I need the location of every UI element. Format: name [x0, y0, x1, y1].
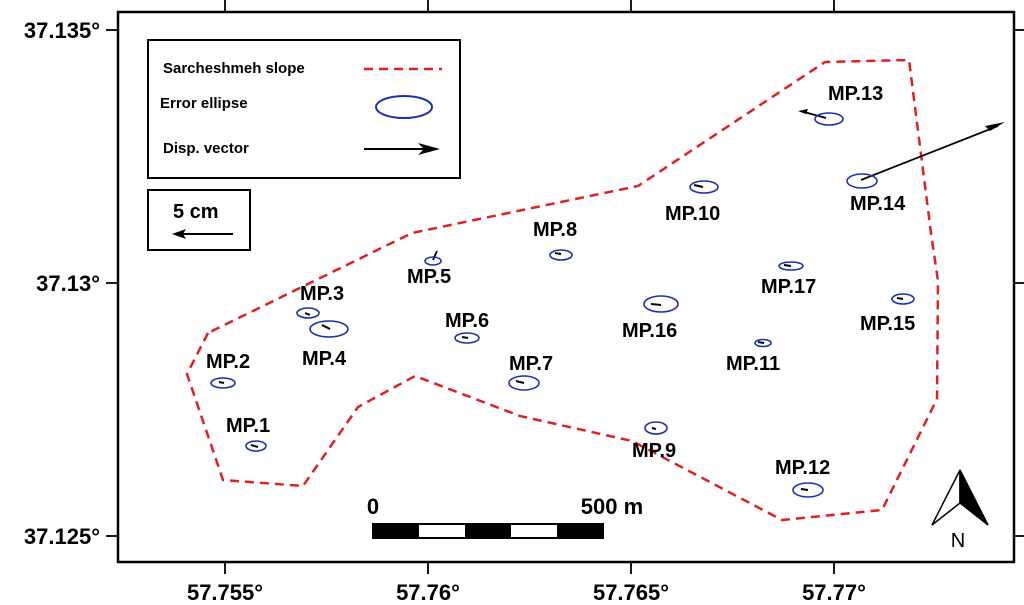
point-mp1	[245, 440, 267, 452]
point-mp6	[454, 332, 480, 344]
y-tick-label: 37.125°	[24, 524, 100, 549]
point-mp13	[814, 112, 844, 126]
displacement-vector-mp14	[860, 125, 999, 181]
point-mp9	[644, 421, 668, 435]
axis-ticks	[106, 0, 1024, 574]
displacement-vector-mp5	[432, 250, 438, 261]
y-tick-label: 37.13°	[36, 271, 100, 296]
point-labels: MP.1 MP.2 MP.3 MP.4 MP.5 MP.6 MP.7 MP.8 …	[206, 83, 915, 479]
point-label: MP.6	[445, 310, 489, 332]
vector-scale: 5 cm	[147, 189, 251, 251]
point-label: MP.2	[206, 351, 250, 373]
displacement-vector-mp13-arrowhead	[798, 109, 808, 114]
measurement-points	[210, 112, 915, 498]
vector-scale-arrowhead	[172, 229, 186, 239]
y-tick-label: 37.135°	[24, 18, 100, 43]
x-tick-label: 57.755°	[187, 580, 263, 605]
point-label: MP.4	[302, 348, 347, 370]
legend-vector-label: Disp. vector	[163, 140, 249, 157]
scale-bar: 0 500 m	[367, 494, 643, 539]
x-tick-label: 57.77°	[802, 580, 866, 605]
point-label: MP.14	[850, 193, 906, 215]
point-mp2	[210, 377, 236, 389]
point-mp10	[689, 180, 719, 194]
point-mp12	[792, 482, 824, 498]
scale-bar-start-label: 0	[367, 494, 379, 519]
point-label: MP.17	[761, 276, 816, 298]
point-label: MP.9	[632, 440, 676, 462]
point-mp5	[424, 256, 442, 266]
point-label: MP.5	[407, 266, 451, 288]
point-mp16	[643, 295, 679, 313]
displacement-vector-mp14-arrowhead	[985, 122, 1005, 131]
north-arrow-right	[959, 469, 989, 526]
point-mp8	[549, 249, 573, 261]
point-label: MP.3	[300, 283, 344, 305]
point-label: MP.15	[860, 313, 915, 335]
legend-ellipse-label: Error ellipse	[160, 95, 248, 112]
legend-slope-label: Sarcheshmeh slope	[163, 60, 305, 77]
point-label: MP.11	[726, 353, 780, 375]
point-label: MP.8	[533, 219, 577, 241]
point-label: MP.7	[509, 353, 553, 375]
x-tick-label: 57.76°	[396, 580, 460, 605]
north-arrow-label: N	[951, 530, 965, 552]
point-label: MP.16	[622, 320, 677, 342]
north-arrow: N	[931, 469, 989, 552]
point-label: MP.10	[665, 203, 720, 225]
legend-ellipse-swatch	[375, 95, 433, 119]
scale-bar-end-label: 500 m	[581, 494, 643, 519]
point-label: MP.1	[226, 415, 270, 437]
point-mp17	[778, 261, 804, 271]
point-mp7	[508, 375, 540, 391]
displacement-vector-mp13	[803, 111, 827, 119]
point-label: MP.13	[828, 83, 883, 105]
point-mp4	[309, 320, 349, 338]
x-tick-label: 57.765°	[593, 580, 669, 605]
slope-boundary	[185, 58, 940, 522]
point-mp11	[754, 338, 772, 348]
point-label: MP.12	[775, 457, 830, 479]
vector-scale-label: 5 cm	[173, 201, 219, 223]
legend: Sarcheshmeh slope Error ellipse Disp. ve…	[147, 39, 461, 179]
legend-vector-arrowhead	[418, 143, 440, 155]
point-mp3	[296, 307, 320, 319]
point-mp15	[891, 293, 915, 305]
displacement-vectors	[432, 109, 1005, 261]
point-mp14	[846, 173, 878, 189]
